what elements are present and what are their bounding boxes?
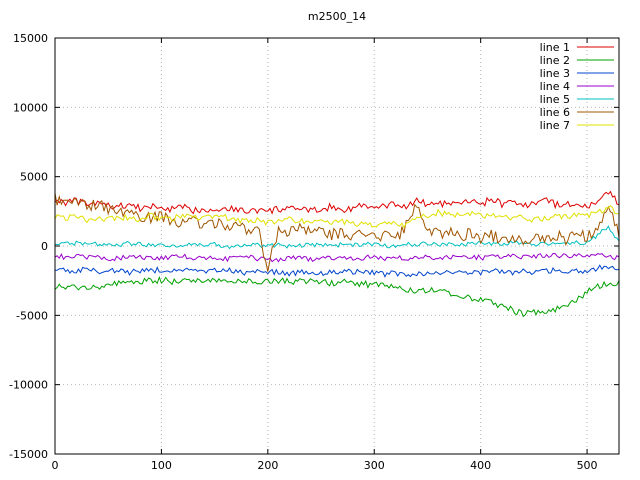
series-line-4 <box>55 252 619 263</box>
y-axis-tick-label: 0 <box>41 240 48 253</box>
x-axis-tick-label: 400 <box>470 459 491 472</box>
y-axis-tick-label: -10000 <box>9 379 48 392</box>
x-axis-tick-label: 300 <box>364 459 385 472</box>
x-axis-tick-label: 500 <box>577 459 598 472</box>
series-line-5 <box>55 225 619 250</box>
y-axis-tick-label: 15000 <box>13 32 48 45</box>
series-line-1 <box>55 190 619 215</box>
legend-label: line 7 <box>540 119 570 132</box>
legend-label: line 4 <box>540 80 570 93</box>
y-axis-tick-label: -15000 <box>9 448 48 461</box>
x-axis-tick-label: 100 <box>151 459 172 472</box>
x-axis-tick-label: 0 <box>52 459 59 472</box>
legend-label: line 1 <box>540 41 570 54</box>
y-axis-tick-label: 10000 <box>13 101 48 114</box>
y-axis-tick-label: -5000 <box>16 309 48 322</box>
series-line-2 <box>55 275 619 318</box>
legend-label: line 2 <box>540 54 570 67</box>
legend-label: line 3 <box>540 67 570 80</box>
legend-label: line 5 <box>540 93 570 106</box>
series-group <box>55 190 619 318</box>
plot-title: m2500_14 <box>308 10 366 23</box>
series-line-3 <box>55 264 619 278</box>
series-line-7 <box>55 204 619 229</box>
axis-ticks: 0 100 200 300 400 500 -15000 -10000 -5000 0 5000 10… <box>9 32 619 472</box>
legend-label: line 6 <box>540 106 570 119</box>
x-axis-tick-label: 200 <box>257 459 278 472</box>
y-axis-tick-label: 5000 <box>20 171 48 184</box>
